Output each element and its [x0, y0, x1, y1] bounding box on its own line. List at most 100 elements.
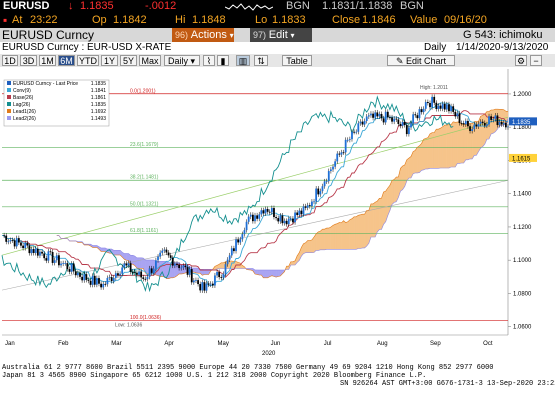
candle-body	[397, 119, 400, 124]
candle-body	[209, 283, 212, 285]
fib-label-2: 38.2(1.1481)	[130, 175, 159, 181]
candle-body	[454, 111, 457, 117]
candle-body	[85, 274, 88, 280]
candle-body	[36, 248, 39, 256]
cloud-segment	[115, 250, 119, 256]
settings-gear-icon[interactable]: ⚙	[515, 55, 527, 66]
edit-chart-button[interactable]: ✎ Edit Chart	[387, 55, 455, 66]
candle-body	[13, 240, 16, 247]
edit-button[interactable]: 97) Edit ▾	[250, 28, 312, 42]
at-label: At	[12, 14, 23, 26]
high-value: 1.1848	[192, 14, 226, 26]
candle-body	[460, 123, 463, 124]
candle-body	[91, 275, 94, 285]
candle-body	[214, 275, 216, 286]
cloud-segment	[448, 124, 452, 169]
candle-body	[60, 263, 62, 266]
candle-body	[302, 206, 305, 215]
cloud-segment	[353, 216, 357, 250]
bar-chart-icon[interactable]: ▮	[217, 55, 229, 66]
candle-body	[165, 249, 168, 253]
cloud-segment	[315, 231, 319, 251]
low-value: 1.1833	[272, 14, 306, 26]
candle-body	[64, 263, 67, 264]
candle-body	[20, 242, 22, 246]
candle-body	[192, 280, 195, 283]
cloud-segment	[372, 201, 376, 238]
actions-label: Actions	[190, 29, 227, 41]
candle-body	[374, 112, 377, 118]
table-button[interactable]: Table	[282, 55, 312, 66]
high-label: Hi	[175, 14, 186, 26]
cloud-segment	[436, 128, 439, 169]
chart-area[interactable]: 0.0(1.2001) 23.6(1.1679) 38.2(1.1481) 50.0(…	[0, 67, 555, 360]
cloud-segment	[457, 121, 460, 164]
cloud-segment	[415, 146, 418, 174]
candle-chart-icon[interactable]: ▥	[236, 55, 250, 66]
legend-value-1: 1.1841	[91, 88, 107, 94]
candle-body	[481, 121, 484, 123]
cloud-segment	[221, 262, 224, 269]
line-chart-icon[interactable]: ⌇	[203, 55, 215, 66]
dropdown-arrow-icon: ▾	[229, 31, 234, 40]
candle-body	[233, 248, 235, 252]
cloud-segment	[423, 138, 426, 171]
compare-icon[interactable]: ⇅	[254, 55, 268, 66]
candle-body	[100, 283, 102, 288]
ichimoku-chart[interactable]: 0.0(1.2001) 23.6(1.1679) 38.2(1.1481) 50.0(…	[0, 67, 555, 360]
candle-body	[224, 264, 227, 274]
candle-body	[226, 259, 229, 265]
actions-button[interactable]: 96) Actions ▾	[172, 28, 234, 42]
candle-body	[498, 121, 501, 126]
footer: Australia 61 2 9777 8600 Brazil 5511 239…	[0, 360, 555, 400]
candle-body	[323, 181, 326, 187]
candle-body	[273, 208, 275, 218]
legend-label-2: Base(26)	[13, 95, 34, 101]
candle-body	[437, 105, 440, 110]
candle-body	[140, 271, 143, 278]
month-label: Sep	[430, 341, 441, 347]
cloud-segment	[164, 261, 167, 280]
fib-label-0: 0.0(1.2001)	[130, 88, 156, 94]
candle-body	[163, 249, 166, 251]
cloud-segment	[393, 176, 397, 203]
value-label: Value	[410, 14, 438, 26]
period-3d-button[interactable]: 3D	[20, 55, 37, 66]
candle-body	[205, 283, 208, 291]
period-max-button[interactable]: Max	[139, 55, 161, 66]
bid-ask: 1.1831/1.1838	[322, 0, 393, 12]
period-6m-button[interactable]: 6M	[58, 55, 75, 66]
low-annotation: Low: 1.0636	[115, 323, 142, 329]
legend-value-5: 1.1493	[91, 116, 107, 122]
period-1d-button[interactable]: 1D	[2, 55, 18, 66]
candle-body	[230, 248, 233, 256]
cloud-segment	[322, 228, 325, 250]
cloud-segment	[459, 121, 462, 164]
candle-body	[241, 234, 244, 240]
period-1y-button[interactable]: 1Y	[101, 55, 118, 66]
period-ytd-button[interactable]: YTD	[77, 55, 99, 66]
ticker-row: EURUSD ↓ 1.1835 -.0012 BGN 1.1831/1.1838…	[0, 0, 555, 13]
period-1m-button[interactable]: 1M	[39, 55, 56, 66]
candle-body	[306, 205, 309, 208]
period-5y-button[interactable]: 5Y	[120, 55, 137, 66]
cloud-segment	[478, 116, 481, 153]
period-label: Daily	[424, 42, 447, 53]
cloud-segment	[383, 190, 386, 225]
down-arrow-icon: ↓	[68, 0, 74, 12]
candle-body	[62, 263, 65, 265]
candle-body	[79, 272, 81, 277]
candle-body	[55, 255, 58, 261]
cloud-segment	[231, 260, 235, 269]
candle-body	[41, 251, 43, 254]
candle-body	[157, 256, 159, 261]
dropdown-arrow-icon: ▾	[290, 31, 295, 40]
frequency-select[interactable]: Daily ▾	[164, 55, 200, 66]
remove-icon[interactable]: −	[530, 55, 542, 66]
candle-body	[106, 277, 109, 285]
cloud-segment	[351, 216, 355, 250]
candle-body	[445, 104, 448, 110]
candle-body	[334, 161, 337, 167]
candle-body	[237, 239, 240, 243]
fib-label-4: 61.8(1.1161)	[130, 228, 158, 234]
